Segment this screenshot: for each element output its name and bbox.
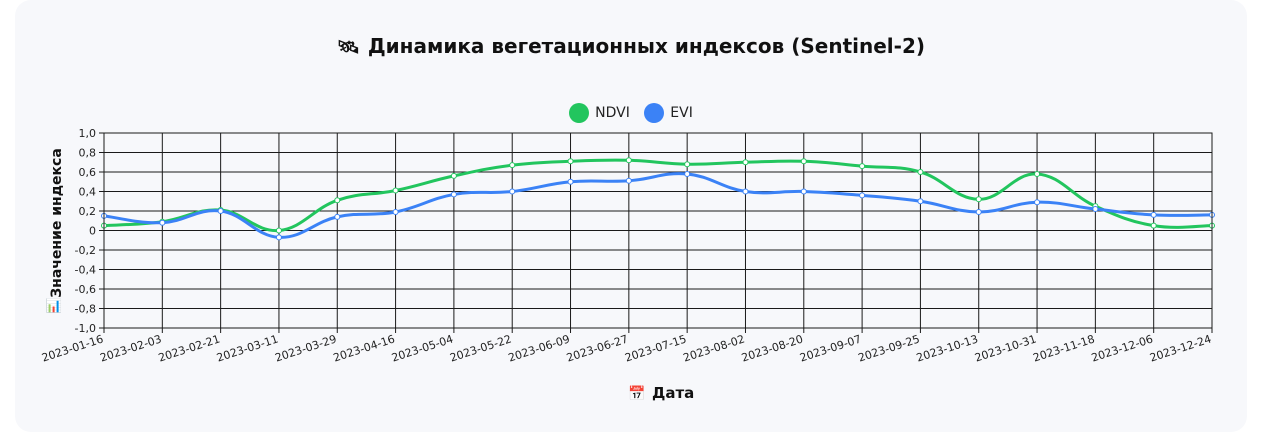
data-point-evi[interactable]: [217, 208, 224, 214]
y-axis-label: Значение индекса: [49, 148, 65, 298]
x-tick-label: 2023-03-11: [215, 332, 280, 364]
data-point-evi[interactable]: [1092, 206, 1099, 213]
data-point-ndvi[interactable]: [917, 169, 924, 175]
data-point-evi[interactable]: [567, 178, 574, 185]
data-point-evi[interactable]: [975, 208, 982, 215]
x-tick-label: 2023-06-09: [507, 332, 572, 364]
data-point-evi[interactable]: [859, 192, 866, 199]
y-tick-label: -1,0: [75, 322, 96, 335]
calendar-icon: 📅: [628, 385, 645, 402]
x-tick-label: 2023-08-20: [740, 332, 805, 364]
data-point-ndvi[interactable]: [1150, 222, 1157, 229]
data-point-ndvi[interactable]: [859, 163, 866, 170]
data-point-evi[interactable]: [684, 170, 691, 177]
y-tick-label: -0,2: [75, 244, 96, 257]
data-point-evi[interactable]: [1034, 199, 1041, 206]
legend-item-evi[interactable]: EVI: [644, 103, 693, 123]
legend-swatch-ndvi: [569, 103, 590, 123]
legend-item-ndvi[interactable]: NDVI: [569, 103, 630, 123]
x-tick-label: 2023-07-15: [623, 332, 688, 364]
chart-title: Динамика вегетационных индексов (Sentine…: [367, 34, 925, 58]
data-point-evi[interactable]: [509, 188, 516, 195]
data-point-evi[interactable]: [800, 188, 807, 195]
data-point-ndvi[interactable]: [1034, 170, 1041, 177]
x-axis-label: Дата: [652, 384, 694, 402]
x-tick-label: 2023-09-25: [857, 332, 922, 364]
chart-icon: 📊: [46, 298, 62, 314]
x-tick-label: 2023-10-31: [973, 332, 1038, 364]
x-tick-label: 2023-01-16: [40, 332, 105, 364]
legend-swatch-evi: [644, 103, 665, 123]
y-tick-label: 0,4: [79, 186, 97, 199]
satellite-icon: 🛰: [337, 37, 360, 58]
data-point-evi[interactable]: [334, 213, 341, 220]
data-point-ndvi[interactable]: [684, 161, 691, 168]
x-tick-label: 2023-03-29: [273, 332, 338, 364]
y-tick-label: 0,2: [79, 205, 97, 218]
y-tick-label: 0,8: [79, 147, 97, 160]
series-line-ndvi: [103, 158, 1213, 233]
legend-label-evi: EVI: [670, 105, 693, 121]
data-point-evi[interactable]: [1150, 211, 1157, 218]
x-tick-label: 2023-05-04: [390, 332, 455, 364]
plot-frame: [103, 132, 1213, 329]
data-point-ndvi[interactable]: [975, 196, 982, 203]
series-line-evi: [103, 172, 1213, 239]
data-point-ndvi[interactable]: [334, 197, 341, 204]
chart-title-row: 🛰 Динамика вегетационных индексов (Sentin…: [15, 34, 1247, 58]
data-point-ndvi[interactable]: [275, 227, 282, 234]
x-tick-label: 2023-04-16: [332, 332, 397, 364]
data-point-evi[interactable]: [159, 219, 166, 226]
data-point-ndvi[interactable]: [625, 157, 632, 164]
x-tick-label: 2023-06-27: [565, 332, 630, 364]
x-tick-label: 2023-09-07: [798, 332, 863, 364]
data-point-ndvi[interactable]: [509, 162, 516, 169]
data-point-ndvi[interactable]: [392, 187, 399, 194]
data-point-evi[interactable]: [392, 208, 399, 215]
x-tick-label: 2023-11-18: [1031, 332, 1096, 364]
x-tick-label: 2023-02-21: [157, 332, 222, 364]
y-tick-label: 0,6: [79, 166, 97, 179]
data-point-ndvi[interactable]: [567, 158, 574, 165]
y-tick-label: 0: [89, 225, 96, 238]
y-tick-label: -0,4: [75, 264, 96, 277]
x-tick-label: 2023-05-22: [448, 332, 513, 364]
data-point-evi[interactable]: [625, 177, 632, 184]
data-point-ndvi[interactable]: [450, 172, 457, 179]
data-point-ndvi[interactable]: [800, 158, 807, 165]
legend-label-ndvi: NDVI: [595, 105, 630, 121]
legend: NDVI EVI: [15, 103, 1247, 127]
y-tick-label: 1,0: [79, 127, 97, 140]
y-tick-label: -0,8: [75, 303, 96, 316]
data-point-evi[interactable]: [742, 188, 749, 195]
x-tick-label: 2023-02-03: [98, 332, 163, 364]
x-tick-label: 2023-08-02: [682, 332, 747, 364]
data-point-evi[interactable]: [450, 191, 457, 198]
x-tick-label: 2023-12-24: [1148, 332, 1213, 364]
data-point-ndvi[interactable]: [742, 159, 749, 166]
data-point-evi[interactable]: [275, 234, 282, 241]
x-tick-label: 2023-12-06: [1090, 332, 1155, 364]
y-tick-label: -0,6: [75, 283, 96, 296]
data-point-evi[interactable]: [917, 198, 924, 205]
x-tick-label: 2023-10-13: [915, 332, 980, 364]
